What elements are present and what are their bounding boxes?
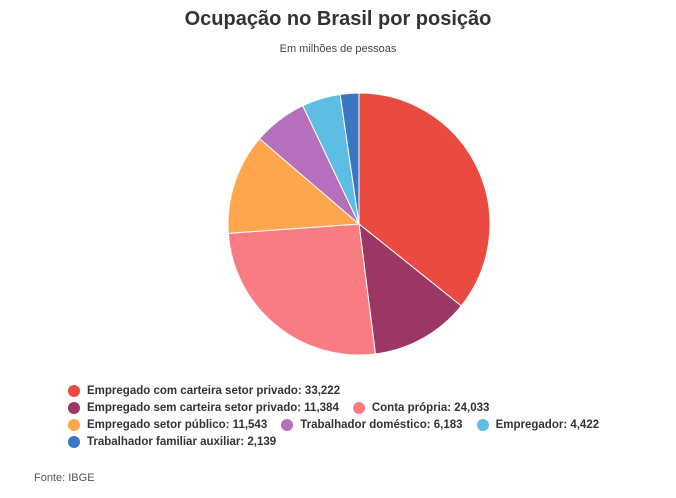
legend-label: Empregador: 4,422 bbox=[495, 418, 600, 431]
legend-label: Empregado setor público: 11,543 bbox=[87, 418, 268, 431]
chart-title: Ocupação no Brasil por posição bbox=[184, 8, 492, 30]
pie-slice-2[interactable] bbox=[358, 222, 462, 355]
legend-label: Conta própria: 24,033 bbox=[371, 401, 490, 414]
legend-swatch bbox=[68, 435, 80, 448]
pie-chart bbox=[227, 92, 491, 356]
pie-slice-7[interactable] bbox=[339, 92, 360, 225]
legend-item[interactable]: Conta própria: 24,033 bbox=[352, 401, 490, 414]
legend-swatch bbox=[476, 418, 489, 431]
legend-item[interactable]: Empregado setor público: 11,543 bbox=[68, 418, 268, 431]
legend-item[interactable]: Empregador: 4,422 bbox=[476, 418, 600, 431]
pie-slice-1[interactable] bbox=[358, 92, 491, 307]
legend-swatch bbox=[281, 418, 294, 431]
legend-item[interactable]: Trabalhador familiar auxiliar: 2,139 bbox=[68, 435, 277, 448]
legend-label: Empregado sem carteira setor privado: 11… bbox=[87, 401, 339, 414]
legend-swatch bbox=[68, 384, 80, 397]
legend-item[interactable]: Trabalhador doméstico: 6,183 bbox=[281, 418, 463, 431]
legend-row: Empregado sem carteira setor privado: 11… bbox=[68, 399, 658, 416]
legend-swatch bbox=[352, 401, 365, 414]
legend-label: Trabalhador familiar auxiliar: 2,139 bbox=[87, 435, 277, 448]
source-note: Fonte: IBGE bbox=[34, 472, 95, 484]
legend-label: Empregado com carteira setor privado: 33… bbox=[87, 384, 341, 397]
legend-swatch bbox=[68, 401, 80, 414]
legend: Empregado com carteira setor privado: 33… bbox=[68, 382, 658, 450]
pie-slice-4[interactable] bbox=[227, 137, 361, 234]
legend-swatch bbox=[68, 418, 80, 431]
legend-label: Trabalhador doméstico: 6,183 bbox=[300, 418, 463, 431]
legend-row: Empregado com carteira setor privado: 33… bbox=[68, 382, 658, 399]
legend-row: Trabalhador familiar auxiliar: 2,139 bbox=[68, 433, 658, 450]
pie-slice-3[interactable] bbox=[227, 223, 376, 356]
chart-subtitle: Em milhões de pessoas bbox=[279, 43, 397, 55]
legend-item[interactable]: Empregado sem carteira setor privado: 11… bbox=[68, 401, 339, 414]
legend-item[interactable]: Empregado com carteira setor privado: 33… bbox=[68, 384, 341, 397]
legend-row: Empregado setor público: 11,543 Trabalha… bbox=[68, 416, 658, 433]
